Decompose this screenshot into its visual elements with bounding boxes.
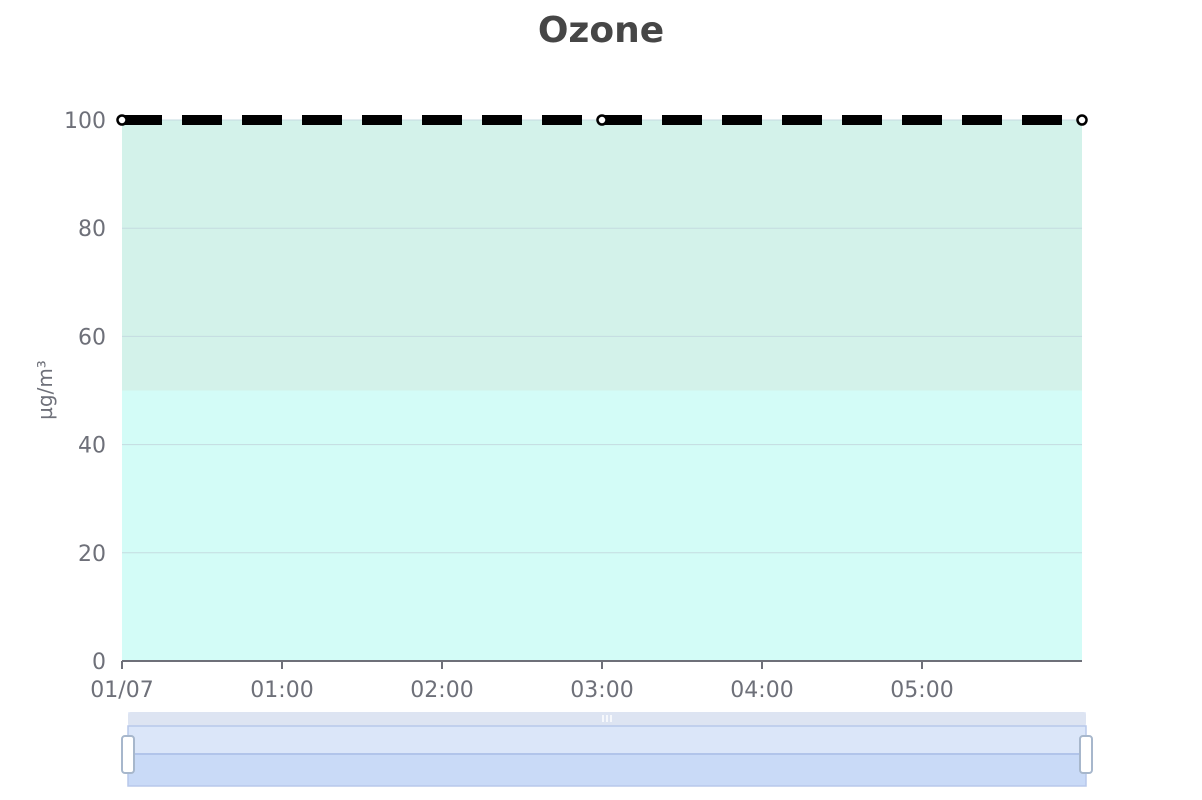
- threshold-band-1: [122, 120, 1082, 391]
- threshold-band-0: [122, 390, 1082, 661]
- y-tick-label: 40: [78, 434, 106, 459]
- x-tick-label: 01:00: [250, 678, 313, 703]
- zoom-handle-left[interactable]: [121, 735, 135, 774]
- zoom-handle-right[interactable]: [1079, 735, 1093, 774]
- series-point: [596, 114, 608, 126]
- data-zoom-slider[interactable]: [121, 712, 1093, 787]
- y-tick-label: 60: [78, 325, 106, 350]
- x-tick-label: 01/07: [90, 678, 153, 703]
- x-tick-label: 02:00: [410, 678, 473, 703]
- threshold-bands: [122, 120, 1082, 661]
- y-axis-label: µg/m³: [33, 360, 57, 420]
- x-tick-label: 05:00: [890, 678, 953, 703]
- y-tick-label: 0: [92, 650, 106, 675]
- series-point: [1076, 114, 1088, 126]
- x-tick-label: 04:00: [730, 678, 793, 703]
- y-tick-label: 20: [78, 542, 106, 567]
- chart-title: Ozone: [538, 10, 664, 51]
- y-axis: 0 20 40 60 80 100: [64, 109, 106, 675]
- zoom-selected-window: [127, 725, 1087, 787]
- series-point: [116, 114, 128, 126]
- x-tick-label: 03:00: [570, 678, 633, 703]
- zoom-data-area: [128, 754, 1086, 786]
- y-tick-label: 80: [78, 217, 106, 242]
- x-axis: 01/07 01:00 02:00 03:00 04:00 05:00: [90, 660, 1082, 703]
- y-tick-label: 100: [64, 109, 106, 134]
- series-layer: [116, 114, 1088, 126]
